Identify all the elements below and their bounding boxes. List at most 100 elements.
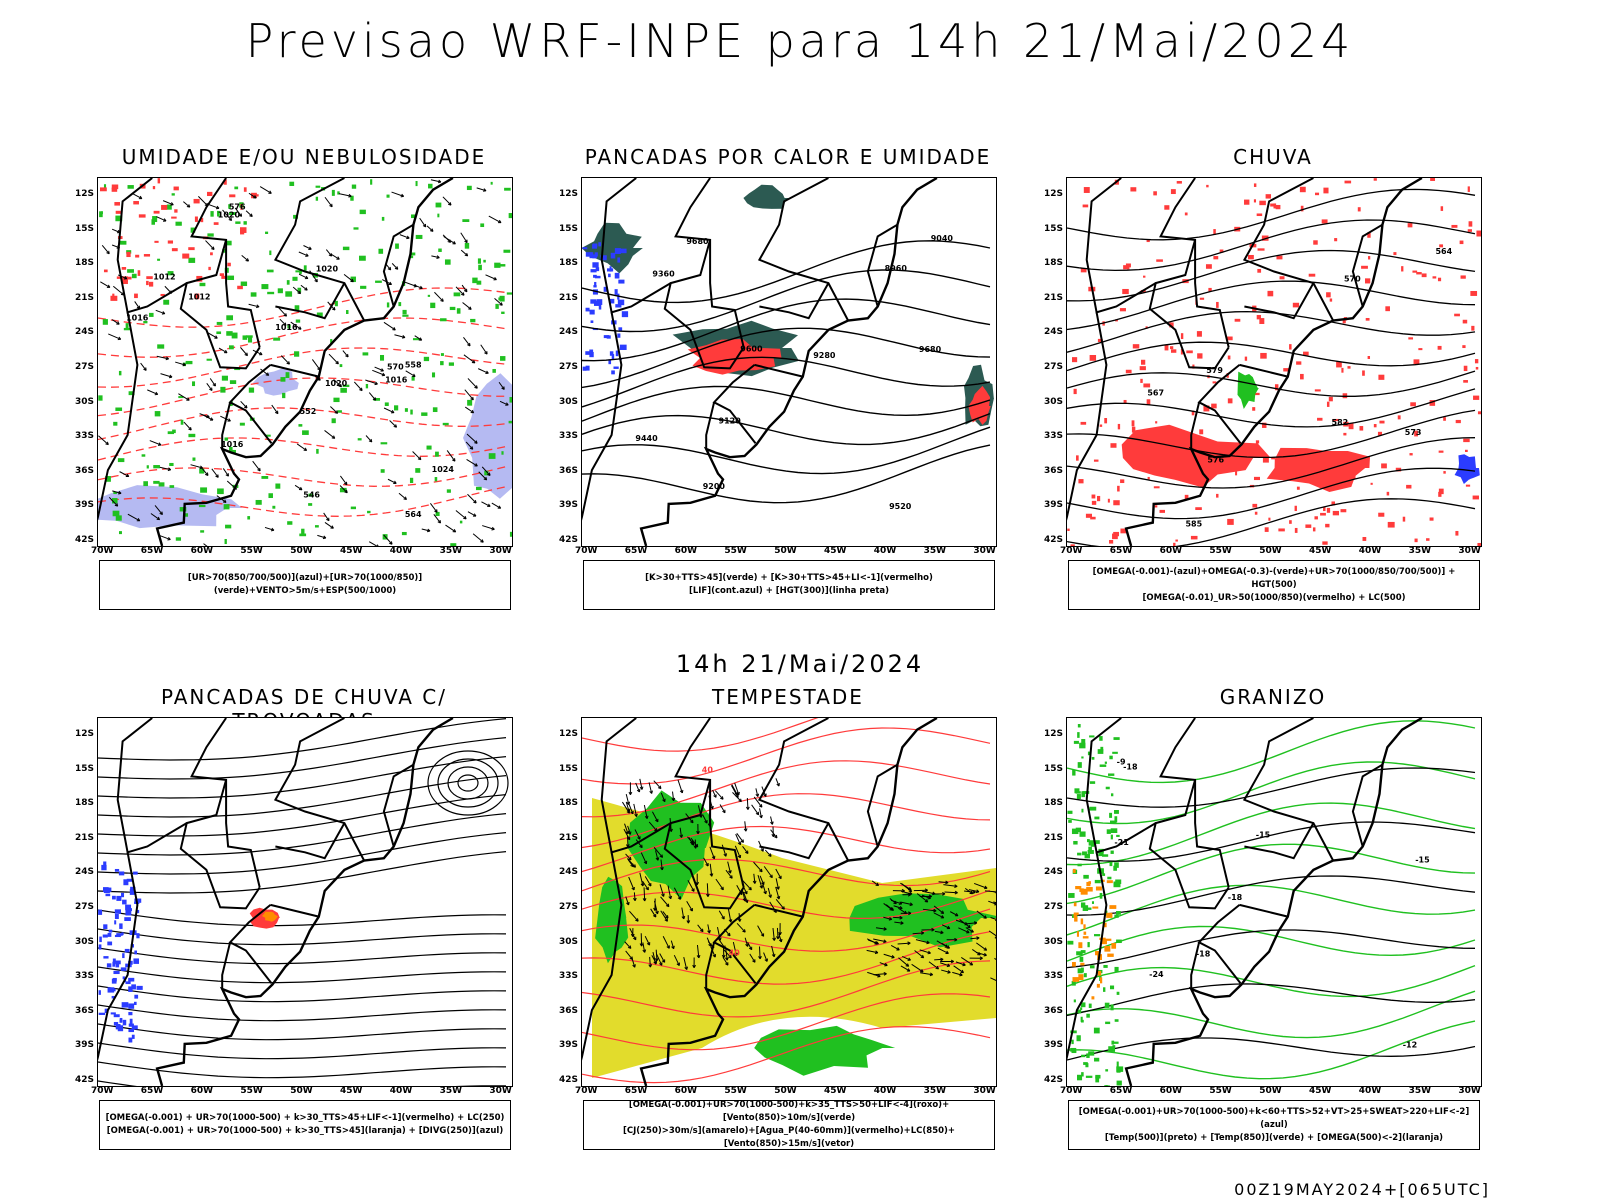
contour-label: -24 xyxy=(1149,970,1164,979)
run-info-footer: 00Z19MAY2024+[065UTC] xyxy=(1234,1180,1490,1199)
x-tick-label: 40W xyxy=(1358,1086,1382,1096)
humidity-area-blue xyxy=(252,368,299,396)
map-panel-3: CHUVA 585 582 579 576 573 570 567 564 12S 15S 18S 21… xyxy=(1044,145,1485,615)
y-tick-label: 39S xyxy=(559,500,579,511)
map-panel-6: GRANIZO -18 -21 -24 -15 -18 -15 -12 -9 -18 12S 15S 1… xyxy=(1044,685,1485,1155)
contour-label: 552 xyxy=(300,407,317,416)
wind-vectors xyxy=(98,179,509,546)
x-tick-label: 50W xyxy=(290,1086,313,1096)
x-tick-label: 50W xyxy=(774,546,797,556)
y-tick-label: 18S xyxy=(1044,798,1064,809)
thickness-dots-red xyxy=(99,178,259,301)
wind850-area-green xyxy=(754,1025,896,1076)
contour-label: 9120 xyxy=(719,417,742,426)
y-tick-label: 33S xyxy=(559,431,579,442)
y-tick-label: 42S xyxy=(1044,535,1064,545)
y-tick-label: 18S xyxy=(75,258,95,269)
contour-label: -18 xyxy=(1228,893,1243,902)
legend-box: [UR>70(850/700/500)](azul)+[UR>70(1000/8… xyxy=(99,560,511,610)
page-title: Previsao WRF-INPE para 14h 21/Mai/2024 xyxy=(245,14,1355,68)
y-tick-label: 12S xyxy=(1044,189,1064,199)
contour-label: 9520 xyxy=(889,502,912,511)
legend-line: [OMEGA(-0.01)_UR>50(1000/850)(vermelho) … xyxy=(1142,592,1406,603)
legend-box: [OMEGA(-0.001)-(azul)+OMEGA(-0.3)-(verde… xyxy=(1068,560,1480,610)
y-tick-label: 30S xyxy=(559,396,579,407)
weather-map xyxy=(97,717,513,1087)
contour-labels: 40 40 xyxy=(702,765,740,957)
map-svg: -18-21-24-15-18-15-12-9-18 xyxy=(1067,718,1476,1086)
y-tick-label: 24S xyxy=(1044,867,1064,878)
wind850-area-green xyxy=(849,893,996,948)
y-tick-label: 18S xyxy=(1044,258,1064,269)
y-tick-label: 12S xyxy=(559,729,579,739)
legend-line: [UR>70(850/700/500)](azul)+[UR>70(1000/8… xyxy=(187,573,423,596)
x-tick-label: 40W xyxy=(389,546,413,556)
divg-dots-blue xyxy=(98,861,143,1043)
contour-label: -15 xyxy=(1256,830,1271,839)
contour-label: 9360 xyxy=(652,270,675,279)
x-tick-label: 30W xyxy=(973,1086,996,1096)
contour-label: 546 xyxy=(303,491,320,500)
x-tick-label: 45W xyxy=(1309,546,1332,556)
panel-title: CHUVA xyxy=(1233,145,1313,169)
contour-label: 1016 xyxy=(221,440,244,449)
hgt500-streamlines xyxy=(1067,188,1476,546)
map-svg: 9680 9680 9600 9520 9440 9360 9280 9200 9120 9040… xyxy=(582,178,994,546)
contour-label: 570 xyxy=(1344,275,1361,284)
x-tick-label: 70W xyxy=(91,1086,114,1096)
y-tick-label: 42S xyxy=(75,535,95,545)
weather-map: -18 -21 -24 -15 -18 -15 -12 -9 -18 xyxy=(1066,717,1482,1087)
y-tick-label: 15S xyxy=(75,223,95,234)
y-tick-label: 15S xyxy=(1044,763,1064,774)
y-tick-label: 12S xyxy=(75,729,95,739)
x-tick-label: 60W xyxy=(190,1086,214,1096)
contour-label: 9280 xyxy=(813,351,836,360)
y-tick-label: 21S xyxy=(1044,832,1064,843)
omega-area-green xyxy=(1237,371,1259,409)
y-tick-label: 21S xyxy=(1044,292,1064,303)
weather-map: 40 40 xyxy=(581,717,997,1087)
y-tick-label: 21S xyxy=(559,292,579,303)
x-tick-label: 35W xyxy=(439,1086,463,1096)
contour-label: 573 xyxy=(1405,428,1422,437)
panel-title: UMIDADE E/OU NEBULOSIDADE xyxy=(121,145,487,169)
y-tick-label: 27S xyxy=(1044,362,1064,372)
y-tick-label: 12S xyxy=(75,189,95,199)
contour-label: -18 xyxy=(1196,950,1211,959)
hgt300-contours xyxy=(582,240,991,504)
x-tick-label: 55W xyxy=(724,546,747,556)
y-tick-label: 30S xyxy=(559,936,579,947)
contour-label: 567 xyxy=(1147,388,1164,397)
y-tick-label: 42S xyxy=(75,1075,95,1085)
legend-line: [OMEGA(-0.001)-(azul)+OMEGA(-0.3)-(verde… xyxy=(1092,566,1456,590)
contour-label: 1020 xyxy=(218,211,241,220)
y-tick-label: 36S xyxy=(1044,465,1064,476)
contour-label: 1016 xyxy=(385,376,408,385)
y-tick-label: 39S xyxy=(75,1040,95,1051)
temp850-contours-green xyxy=(1067,724,1124,1086)
x-tick-label: 70W xyxy=(575,546,598,556)
legend-line: [CJ(250)>30m/s](amarelo)+[Agua_P(40-60mm… xyxy=(622,1126,956,1149)
y-tick-label: 21S xyxy=(559,832,579,843)
contour-label: 576 xyxy=(1207,456,1224,465)
contour-label: 576 xyxy=(229,202,246,211)
x-tick-label: 30W xyxy=(973,546,996,556)
contour-label: 558 xyxy=(405,360,422,369)
x-tick-label: 45W xyxy=(340,1086,363,1096)
contour-label: -21 xyxy=(1114,838,1129,847)
legend-box: [K>30+TTS>45](verde) + [K>30+TTS>45+LI<-… xyxy=(583,560,995,610)
contour-label: 1016 xyxy=(275,323,298,332)
lc250-streamlines xyxy=(98,718,509,1086)
x-tick-label: 35W xyxy=(923,546,947,556)
map-panel-5: TEMPESTADE 40 40 12S 15S 18S 21S 24S 27S 30S 33S 36… xyxy=(559,685,1000,1155)
x-tick-label: 40W xyxy=(1358,546,1382,556)
x-tick-label: 55W xyxy=(240,546,263,556)
y-tick-label: 42S xyxy=(1044,1075,1064,1085)
contour-label: 1024 xyxy=(432,465,455,474)
x-tick-label: 35W xyxy=(1408,1086,1432,1096)
x-tick-label: 60W xyxy=(674,546,698,556)
middle-date-label: 14h 21/Mai/2024 xyxy=(675,650,925,678)
x-tick-label: 40W xyxy=(389,1086,413,1096)
contour-label: 1012 xyxy=(153,273,175,282)
y-tick-label: 33S xyxy=(1044,431,1064,442)
